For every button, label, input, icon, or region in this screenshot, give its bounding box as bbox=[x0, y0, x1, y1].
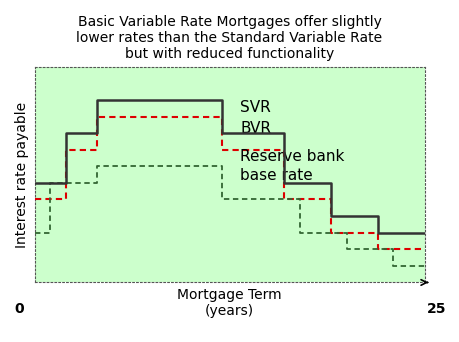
Text: BVR: BVR bbox=[240, 121, 271, 136]
X-axis label: Mortgage Term
(years): Mortgage Term (years) bbox=[177, 288, 281, 318]
Y-axis label: Interest rate payable: Interest rate payable bbox=[15, 102, 29, 248]
Text: 25: 25 bbox=[425, 302, 445, 316]
Text: 0: 0 bbox=[14, 302, 24, 316]
Text: SVR: SVR bbox=[240, 100, 271, 115]
Text: Reserve bank
base rate: Reserve bank base rate bbox=[240, 149, 344, 183]
Title: Basic Variable Rate Mortgages offer slightly
lower rates than the Standard Varia: Basic Variable Rate Mortgages offer slig… bbox=[76, 15, 382, 62]
